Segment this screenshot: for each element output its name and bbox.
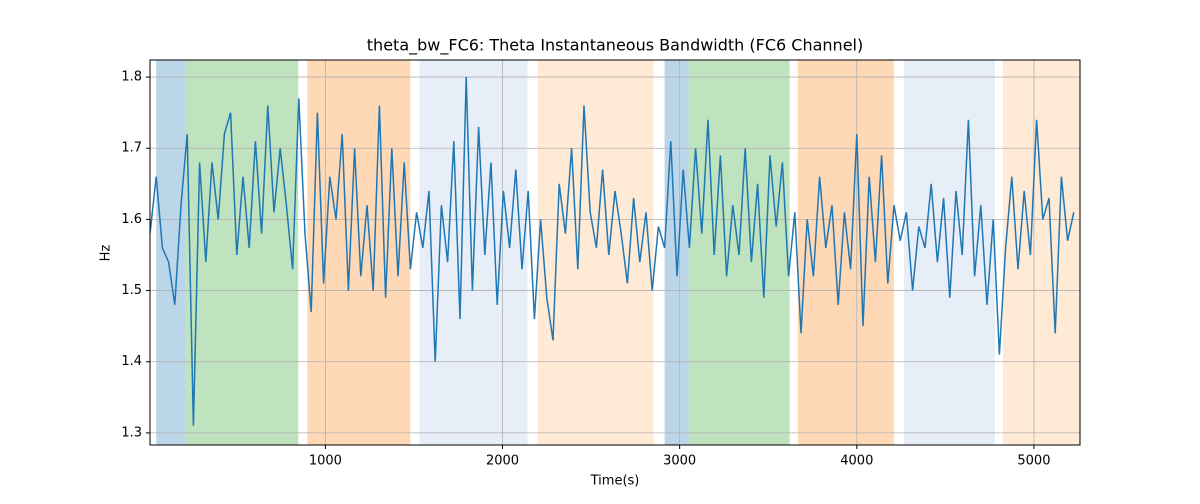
y-tick-label: 1.8 [121, 70, 142, 85]
y-tick-label: 1.3 [121, 425, 142, 440]
x-tick-label: 4000 [840, 454, 873, 469]
shaded-span [156, 60, 186, 445]
shaded-span [903, 60, 995, 445]
x-tick-label: 3000 [663, 454, 696, 469]
plot-frame [149, 59, 1081, 446]
y-tick-label: 1.6 [121, 212, 142, 227]
y-tick-label: 1.5 [121, 283, 142, 298]
x-tick-label: 2000 [486, 454, 519, 469]
data-line [150, 77, 1075, 426]
y-tick-label: 1.7 [121, 141, 142, 156]
shaded-span [1002, 60, 1080, 445]
x-axis-label: Time(s) [590, 474, 640, 489]
y-tick-label: 1.4 [121, 354, 142, 369]
shaded-span [797, 60, 894, 445]
shaded-span [537, 60, 654, 445]
shaded-span [185, 60, 299, 445]
shaded-span [307, 60, 411, 445]
chart-title: theta_bw_FC6: Theta Instantaneous Bandwi… [367, 36, 863, 56]
x-tick-label: 1000 [309, 454, 342, 469]
x-tick-label: 5000 [1017, 454, 1050, 469]
y-axis-label: Hz [99, 245, 114, 262]
